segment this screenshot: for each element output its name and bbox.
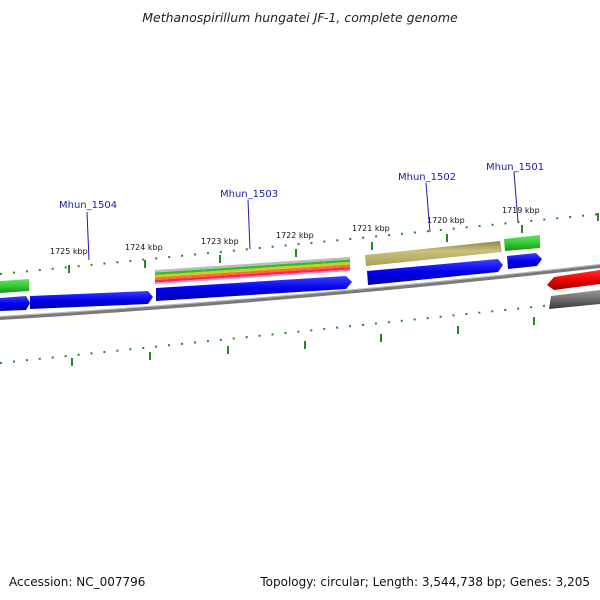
feature-mhun-1503-stack[interactable] — [155, 257, 350, 284]
accession-text: Accession: NC_007796 — [9, 575, 146, 589]
inner-tick-ruler — [0, 299, 600, 366]
feature-reverse-gray[interactable] — [549, 290, 600, 309]
gene-labels: Mhun_1504 Mhun_1503 Mhun_1502 Mhun_1501 — [59, 162, 544, 211]
gene-label-leaders — [86, 171, 519, 261]
gene-feature-left-green[interactable] — [0, 279, 29, 293]
gene-label-mhun-1504: Mhun_1504 — [59, 200, 117, 211]
cds-mhun-1504[interactable] — [30, 291, 153, 309]
backbone-highlight — [0, 264, 600, 317]
outer-tick-ruler — [0, 213, 600, 275]
genome-backbone — [0, 264, 600, 320]
genome-summary-text: Topology: circular; Length: 3,544,738 bp… — [260, 575, 590, 589]
tick-label-1724: 1724 kbp — [125, 243, 163, 252]
cds-mhun-1501[interactable] — [507, 253, 542, 269]
tick-label-1725: 1725 kbp — [50, 247, 88, 256]
cds-mhun-1502[interactable] — [367, 259, 503, 285]
tick-label-1719: 1719 kbp — [502, 206, 540, 215]
gene-label-mhun-1502: Mhun_1502 — [398, 172, 456, 183]
map-title: Methanospirillum hungatei JF-1, complete… — [142, 10, 458, 25]
tick-label-1721: 1721 kbp — [352, 224, 390, 233]
tick-label-1720: 1720 kbp — [427, 216, 465, 225]
feature-mhun-1502-olive[interactable] — [365, 241, 502, 266]
ruler-labels: 1725 kbp 1724 kbp 1723 kbp 1722 kbp 1721… — [50, 206, 540, 256]
tick-label-1723: 1723 kbp — [201, 237, 239, 246]
tick-label-1722: 1722 kbp — [276, 231, 314, 240]
cds-mhun-1503[interactable] — [156, 276, 352, 301]
cds-left-partial[interactable] — [0, 296, 30, 311]
gene-label-mhun-1503: Mhun_1503 — [220, 189, 278, 200]
cds-reverse-red[interactable] — [547, 270, 600, 290]
gene-label-mhun-1501: Mhun_1501 — [486, 162, 544, 173]
gene-feature-mhun-1501-green[interactable] — [504, 235, 540, 251]
